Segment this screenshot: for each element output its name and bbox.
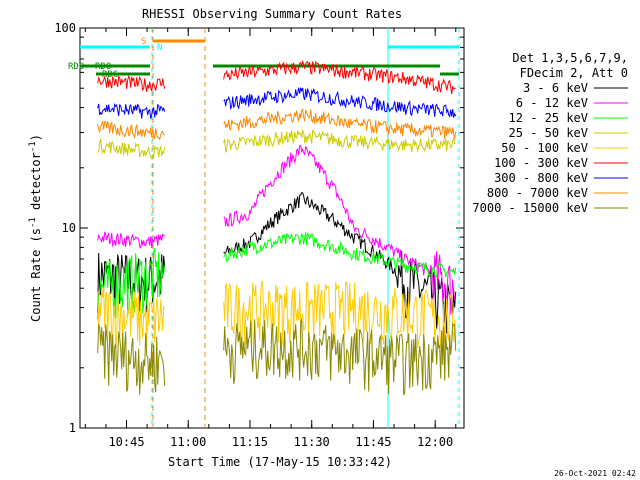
legend-label: 300 - 800 keV [494, 171, 588, 185]
x-tick-label: 11:00 [170, 435, 206, 449]
legend-label: 50 - 100 keV [501, 141, 588, 155]
x-tick-label: 11:15 [232, 435, 268, 449]
series-group [97, 59, 457, 396]
y-axis-label-sup1: -1 [28, 217, 38, 228]
series-line-6 [97, 59, 456, 95]
series-line-3 [97, 232, 457, 320]
series-line-4 [97, 128, 456, 159]
x-ticks: 10:45 11:00 11:15 11:30 11:45 12:00 [84, 28, 457, 449]
legend-header-1: Det 1,3,5,6,7,9, [512, 51, 628, 65]
x-tick-label: 11:30 [294, 435, 330, 449]
y-axis-label-sup2: -1 [28, 141, 38, 152]
legend-label: 100 - 300 keV [494, 156, 588, 170]
x-tick-label: 12:00 [417, 435, 453, 449]
legend-label: 6 - 12 keV [516, 96, 588, 110]
series-line-5 [97, 280, 457, 349]
y-axis-label: Count Rate (s-1 detector-1) [28, 134, 43, 322]
x-tick-label: 11:45 [355, 435, 391, 449]
timestamp: 26-Oct-2021 02:42 [554, 469, 636, 478]
y-tick-label-1: 1 [69, 421, 76, 435]
y-tick-label-100: 100 [54, 21, 76, 35]
rdo-label-2: RDO [95, 62, 111, 72]
chart-title: RHESSI Observing Summary Count Rates [142, 7, 402, 21]
y-axis-label-mid: detector [29, 152, 43, 217]
rdo-label-3: RDC [102, 70, 118, 80]
y-axis-label-main: Count Rate (s [29, 228, 43, 322]
y-axis-label-close: ) [29, 134, 43, 141]
series-line-7 [97, 87, 457, 119]
x-axis-label: Start Time (17-May-15 10:33:42) [168, 455, 392, 469]
legend: Det 1,3,5,6,7,9, FDecim 2, Att 0 3 - 6 k… [472, 51, 628, 215]
legend-label: 3 - 6 keV [523, 81, 588, 95]
night-label: N [157, 43, 162, 53]
rdo-label-1: RDO [68, 62, 84, 72]
series-line-9 [97, 318, 457, 396]
y-tick-label-10: 10 [62, 221, 76, 235]
legend-label: 7000 - 15000 keV [472, 201, 588, 215]
legend-label: 800 - 7000 keV [487, 186, 588, 200]
x-tick-label: 10:45 [108, 435, 144, 449]
legend-label: 25 - 50 keV [509, 126, 588, 140]
y-ticks [80, 27, 464, 429]
legend-label: 12 - 25 keV [509, 111, 588, 125]
series-line-8 [97, 108, 457, 141]
saa-label: S [141, 37, 146, 47]
legend-header-2: FDecim 2, Att 0 [520, 66, 628, 80]
